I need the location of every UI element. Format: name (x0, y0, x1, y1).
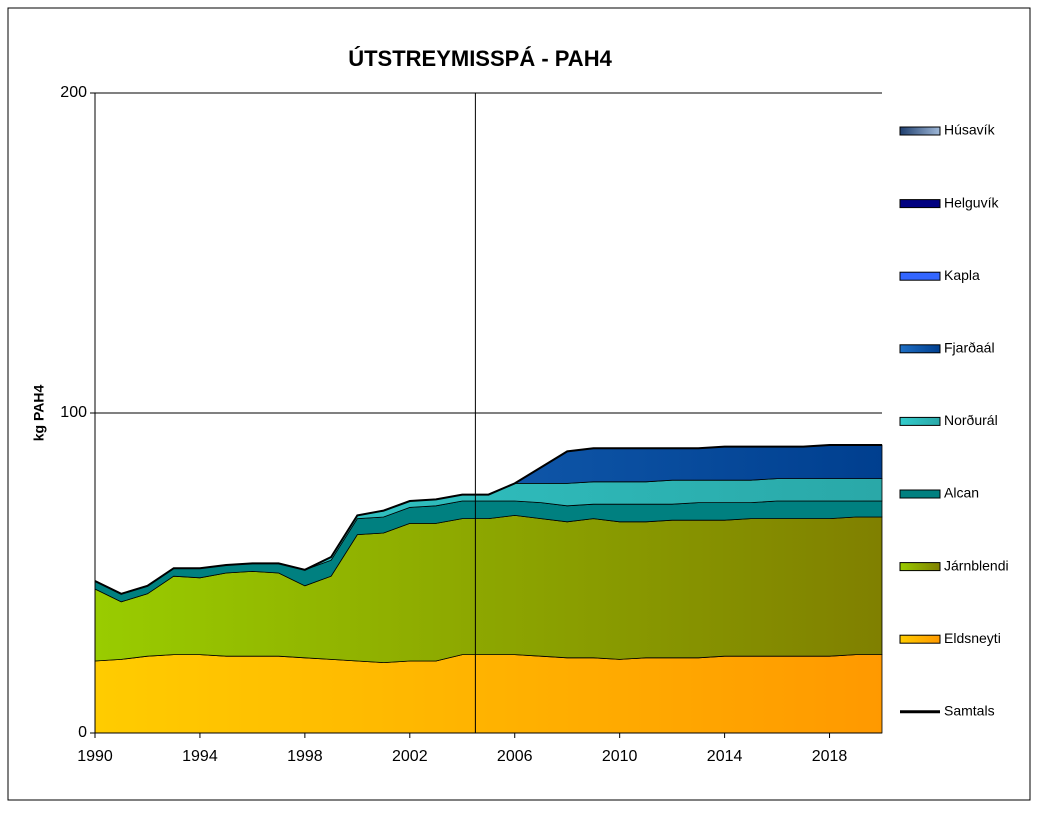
legend-swatch (899, 562, 941, 572)
y-axis-label: kg PAH4 (31, 385, 47, 442)
legend-swatch (899, 344, 941, 354)
y-tick-label: 200 (60, 84, 87, 101)
legend-label: Helguvík (944, 194, 999, 210)
x-tick-label: 1994 (182, 748, 218, 765)
legend-label: Fjarðaál (944, 340, 995, 356)
legend-label: Kapla (944, 267, 980, 283)
legend-label: Járnblendi (944, 557, 1009, 573)
x-tick-label: 2002 (392, 748, 428, 765)
legend-swatch (899, 126, 941, 136)
x-tick-label: 1998 (287, 748, 323, 765)
legend-swatch (899, 271, 941, 281)
x-tick-label: 2014 (707, 748, 743, 765)
area (94, 654, 883, 734)
legend-label: Húsavík (944, 122, 996, 138)
legend-label: Samtals (944, 703, 995, 719)
x-tick-label: 2018 (812, 748, 848, 765)
y-tick-label: 0 (78, 724, 87, 741)
legend-swatch (899, 416, 941, 426)
chart-title: ÚTSTREYMISSPÁ - PAH4 (348, 46, 612, 71)
x-tick-label: 2006 (497, 748, 533, 765)
legend-swatch (899, 489, 941, 499)
x-tick-label: 2010 (602, 748, 638, 765)
legend-swatch (899, 634, 941, 644)
legend-label: Alcan (944, 485, 979, 501)
legend-swatch (899, 199, 941, 209)
y-tick-label: 100 (60, 404, 87, 421)
legend-label: Eldsneyti (944, 630, 1001, 646)
legend-label: Norðurál (944, 412, 998, 428)
total-line (94, 444, 882, 595)
x-tick-label: 1990 (77, 748, 113, 765)
